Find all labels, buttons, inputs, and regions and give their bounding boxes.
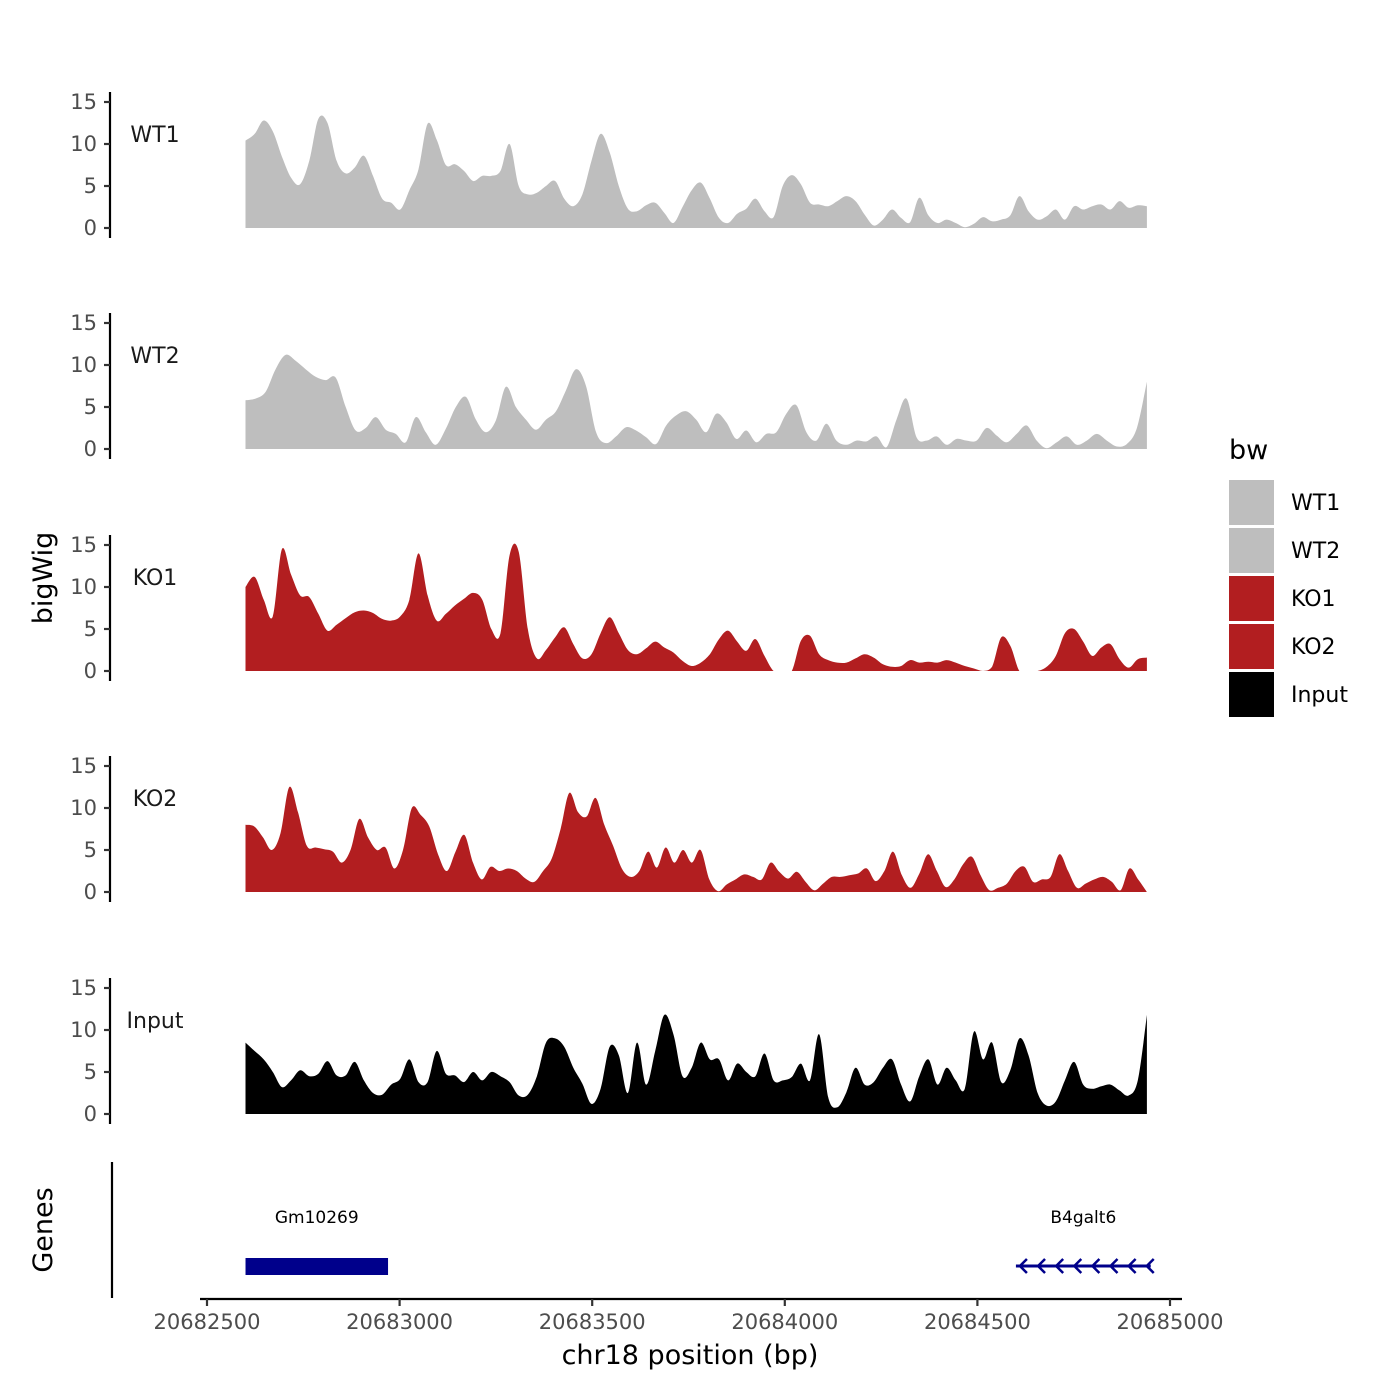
track-label: KO1 [133, 566, 178, 591]
y-tick-label: 5 [84, 1060, 97, 1084]
legend-swatch [1229, 624, 1274, 669]
y-tick-label: 5 [84, 617, 97, 641]
y-tick-label: 0 [84, 880, 97, 904]
y-axis-title: bigWig [28, 532, 59, 625]
signal-area-input [245, 1014, 1147, 1114]
x-tick-label: 20684500 [924, 1310, 1031, 1334]
y-tick-label: 10 [70, 796, 97, 820]
strand-arrow-icon [1018, 1258, 1028, 1274]
legend-swatch [1229, 528, 1274, 573]
y-tick-label: 0 [84, 1102, 97, 1126]
y-tick-label: 10 [70, 132, 97, 156]
legend-item-ko1: KO1 [1229, 576, 1336, 621]
x-tick-label: 20683500 [539, 1310, 646, 1334]
legend-label: WT2 [1291, 539, 1340, 564]
signal-area-wt2 [245, 354, 1147, 449]
y-tick-label: 15 [70, 533, 97, 557]
signal-tracks: 0 5 10 15 WT1 0 5 10 15 WT2 0 5 10 15 KO1 0 5 10 15 KO2 0 5 10… [70, 90, 1147, 1126]
track-input: 0 5 10 15 Input [70, 976, 1147, 1126]
legend: bw WT1 WT2 KO1 KO2 Input [1229, 435, 1348, 717]
legend-item-wt2: WT2 [1229, 528, 1340, 573]
legend-swatch [1229, 672, 1274, 717]
y-tick-label: 5 [84, 395, 97, 419]
strand-arrow-icon [1108, 1258, 1119, 1274]
signal-area-ko1 [245, 543, 1147, 671]
gene-label: Gm10269 [275, 1208, 359, 1228]
track-wt1: 0 5 10 15 WT1 [70, 90, 1147, 240]
x-axis: 20682500 20683000 20683500 20684000 20684500… [154, 1297, 1224, 1371]
y-tick-label: 0 [84, 216, 97, 240]
signal-area-wt1 [245, 115, 1147, 228]
strand-arrow-icon [1072, 1258, 1083, 1274]
legend-item-ko2: KO2 [1229, 624, 1336, 669]
track-label: WT1 [130, 123, 179, 148]
y-tick-label: 15 [70, 754, 97, 778]
strand-arrow-icon [1036, 1258, 1046, 1274]
y-tick-label: 10 [70, 1018, 97, 1042]
gene-label: B4galt6 [1050, 1208, 1116, 1228]
y-tick-label: 10 [70, 353, 97, 377]
legend-label: KO2 [1291, 635, 1336, 660]
y-tick-label: 15 [70, 976, 97, 1000]
gene-track: Genes Gm10269 B4galt6 [28, 1162, 1155, 1298]
gene-gm10269: Gm10269 [245, 1208, 389, 1275]
y-tick-label: 10 [70, 575, 97, 599]
strand-arrow-icon [1144, 1258, 1155, 1274]
track-label: KO2 [133, 787, 178, 812]
y-tick-label: 0 [84, 659, 97, 683]
legend-swatch [1229, 480, 1274, 525]
x-tick-label: 20683000 [346, 1310, 453, 1334]
legend-label: Input [1291, 683, 1348, 708]
y-tick-label: 15 [70, 90, 97, 114]
track-label: WT2 [130, 344, 179, 369]
legend-label: KO1 [1291, 587, 1336, 612]
y-tick-label: 5 [84, 838, 97, 862]
legend-item-input: Input [1229, 672, 1348, 717]
strand-arrow-icon [1126, 1258, 1137, 1274]
x-tick-label: 20682500 [154, 1310, 261, 1334]
x-tick-label: 20684000 [731, 1310, 838, 1334]
legend-item-wt1: WT1 [1229, 480, 1340, 525]
x-tick-label: 20685000 [1117, 1310, 1224, 1334]
y-tick-label: 0 [84, 437, 97, 461]
x-axis-ticks: 20682500 20683000 20683500 20684000 20684500… [154, 1299, 1224, 1334]
x-axis-title: chr18 position (bp) [562, 1340, 819, 1371]
gene-b4galt6: B4galt6 [1015, 1208, 1155, 1274]
gene-track-title: Genes [28, 1187, 59, 1272]
y-tick-label: 15 [70, 311, 97, 335]
gene-features: Gm10269 B4galt6 [245, 1208, 1155, 1275]
track-label: Input [127, 1009, 184, 1034]
signal-area-ko2 [245, 786, 1147, 892]
legend-swatch [1229, 576, 1274, 621]
gene-body [245, 1258, 389, 1275]
track-ko2: 0 5 10 15 KO2 [70, 754, 1147, 904]
legend-label: WT1 [1291, 491, 1340, 516]
track-ko1: 0 5 10 15 KO1 [70, 533, 1147, 683]
track-wt2: 0 5 10 15 WT2 [70, 311, 1147, 461]
legend-items: WT1 WT2 KO1 KO2 Input [1229, 480, 1348, 717]
strand-arrow-icon [1090, 1258, 1101, 1274]
legend-title: bw [1229, 435, 1268, 466]
y-tick-label: 5 [84, 174, 97, 198]
strand-arrow-icon [1054, 1258, 1065, 1274]
